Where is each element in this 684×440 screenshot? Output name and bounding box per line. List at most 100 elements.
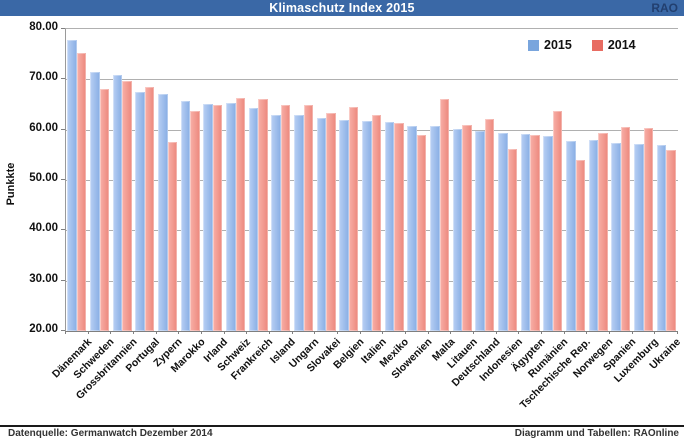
footer-source: Datenquelle: Germanwatch Dezember 2014 bbox=[8, 428, 213, 439]
x-tick-mark bbox=[359, 331, 361, 334]
bar-2015 bbox=[90, 72, 100, 331]
y-tick-mark bbox=[61, 179, 65, 180]
footer-credit: Diagramm und Tabellen: RAOnline bbox=[514, 428, 679, 439]
x-tick-mark bbox=[405, 331, 406, 334]
bar-2015 bbox=[203, 103, 213, 331]
title-bar: Klimaschutz Index 2015 RAO bbox=[0, 0, 684, 16]
x-tick-mark bbox=[65, 331, 66, 334]
bar-2015 bbox=[271, 114, 281, 331]
bar-2015 bbox=[498, 132, 508, 331]
x-tick-mark bbox=[631, 331, 633, 334]
bar-2015 bbox=[588, 140, 599, 331]
x-tick-mark bbox=[337, 331, 338, 334]
x-tick-mark bbox=[269, 331, 270, 334]
bar-2014 bbox=[666, 149, 676, 331]
x-tick-mark bbox=[110, 331, 112, 334]
bar-2015 bbox=[475, 131, 485, 331]
bar-2015 bbox=[656, 145, 667, 331]
bar-2014 bbox=[530, 134, 540, 331]
brand-logo: RAO bbox=[651, 1, 678, 15]
bar-2015 bbox=[180, 101, 191, 331]
bar-2015 bbox=[566, 140, 576, 331]
x-tick-mark bbox=[133, 331, 134, 334]
x-tick-mark bbox=[654, 331, 656, 334]
x-tick-mark bbox=[541, 331, 542, 334]
bar-2015 bbox=[226, 103, 236, 331]
y-tick-label: 60.00 bbox=[29, 121, 58, 134]
bar-2014 bbox=[620, 127, 631, 331]
bar-2014 bbox=[394, 122, 404, 331]
legend-label-2015: 2015 bbox=[544, 38, 572, 52]
plot-area bbox=[65, 28, 678, 332]
bar-2015 bbox=[294, 115, 304, 331]
x-tick-mark bbox=[382, 331, 384, 334]
legend-item-2015: 2015 bbox=[528, 38, 572, 52]
bar-2014 bbox=[190, 111, 200, 331]
y-tick-mark bbox=[61, 229, 65, 231]
legend-item-2014: 2014 bbox=[591, 38, 636, 52]
gridline bbox=[66, 79, 678, 81]
y-tick-label: 70.00 bbox=[29, 71, 58, 84]
bar-2015 bbox=[362, 120, 372, 331]
bar-2014 bbox=[348, 106, 359, 331]
bar-2015 bbox=[452, 129, 463, 331]
y-tick-label: 80.00 bbox=[29, 21, 58, 33]
bar-2014 bbox=[507, 148, 518, 331]
bar-2015 bbox=[135, 91, 145, 331]
legend-label-2014: 2014 bbox=[607, 38, 636, 52]
x-tick-mark bbox=[473, 331, 474, 334]
bar-2014 bbox=[122, 81, 132, 331]
y-tick-mark bbox=[61, 28, 65, 29]
bar-2015 bbox=[407, 126, 417, 331]
y-tick-mark bbox=[61, 128, 65, 130]
bar-2015 bbox=[339, 119, 349, 331]
y-tick-mark bbox=[61, 279, 65, 281]
bar-2014 bbox=[462, 124, 472, 331]
bar-2014 bbox=[258, 99, 268, 331]
y-tick-label: 30.00 bbox=[29, 272, 58, 285]
bar-2014 bbox=[303, 104, 314, 331]
x-tick-mark bbox=[201, 331, 202, 334]
bar-2015 bbox=[520, 133, 531, 331]
legend-swatch-2015 bbox=[528, 39, 539, 51]
bar-2014 bbox=[598, 132, 608, 331]
bar-2014 bbox=[371, 115, 382, 331]
bar-2014 bbox=[167, 141, 178, 331]
bar-2014 bbox=[552, 111, 563, 331]
bar-2015 bbox=[158, 94, 168, 331]
x-tick-mark bbox=[586, 331, 588, 334]
bar-2015 bbox=[67, 40, 77, 331]
bar-2014 bbox=[212, 105, 223, 331]
bar-2014 bbox=[484, 119, 495, 331]
chart-title: Klimaschutz Index 2015 bbox=[269, 1, 415, 15]
y-axis-label: Punkkte bbox=[5, 162, 17, 206]
bar-2014 bbox=[99, 89, 110, 331]
y-tick-label: 50.00 bbox=[29, 172, 58, 184]
bar-2015 bbox=[634, 144, 644, 331]
x-tick-mark bbox=[495, 331, 497, 334]
x-tick-mark bbox=[314, 331, 316, 334]
x-tick-mark bbox=[563, 331, 565, 334]
bar-2015 bbox=[248, 108, 259, 331]
bar-2014 bbox=[326, 113, 336, 331]
x-tick-mark bbox=[677, 331, 678, 334]
legend: 2015 2014 bbox=[528, 38, 636, 52]
bar-2014 bbox=[76, 52, 87, 331]
x-tick-mark bbox=[223, 331, 225, 334]
x-tick-mark bbox=[178, 331, 180, 334]
bar-2015 bbox=[430, 126, 440, 331]
y-tick-label: 40.00 bbox=[29, 222, 58, 235]
bar-2014 bbox=[144, 87, 155, 331]
bar-2015 bbox=[316, 117, 327, 331]
bar-2015 bbox=[543, 135, 553, 331]
x-tick-mark bbox=[427, 331, 429, 334]
y-tick-mark bbox=[61, 330, 65, 331]
legend-swatch-2014 bbox=[591, 39, 603, 51]
x-tick-mark bbox=[518, 331, 520, 334]
bar-2014 bbox=[643, 128, 654, 331]
bar-2014 bbox=[416, 134, 427, 331]
x-tick-mark bbox=[87, 331, 89, 334]
y-tick-label: 20.00 bbox=[29, 323, 58, 335]
bar-2014 bbox=[439, 99, 450, 331]
